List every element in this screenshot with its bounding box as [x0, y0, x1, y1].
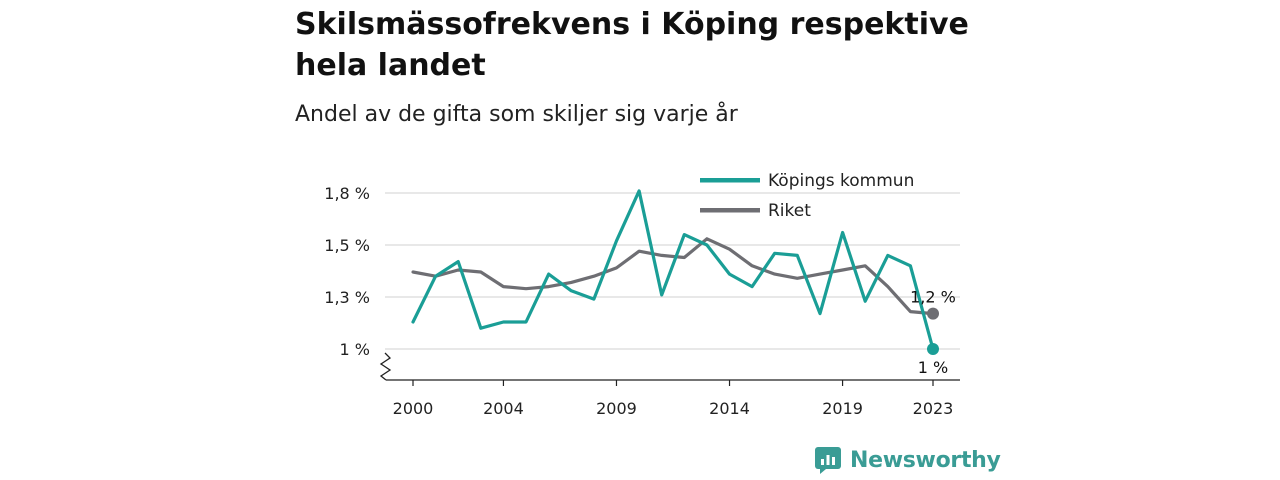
y-tick-label: 1,5 %	[324, 236, 370, 255]
x-tick-label: 2014	[709, 399, 750, 418]
y-tick-label: 1 %	[340, 340, 370, 359]
legend-item: Köpings kommun	[700, 171, 914, 191]
end-value-label: 1,2 %	[910, 288, 956, 307]
end-point-marker	[927, 343, 939, 355]
brand: Newsworthy	[814, 446, 1001, 474]
end-value-label: 1 %	[918, 358, 948, 377]
end-point-marker	[927, 307, 939, 320]
x-tick-label: 2019	[822, 399, 863, 418]
axis-break-icon	[379, 352, 392, 381]
y-axis: 1 % 1,3 % 1,5 % 1,8 %	[324, 184, 392, 381]
brand-name: Newsworthy	[850, 447, 1001, 473]
x-tick-label: 2023	[913, 399, 954, 418]
x-tick-label: 2009	[596, 399, 637, 418]
y-tick-label: 1,3 %	[324, 288, 370, 307]
legend-label: Köpings kommun	[768, 171, 914, 191]
chart-subtitle: Andel av de gifta som skiljer sig varje …	[295, 102, 738, 127]
series-line-kopings-kommun	[411, 189, 935, 351]
legend-label: Riket	[768, 201, 811, 221]
chart-title: Skilsmässofrekvens i Köping respektive h…	[295, 7, 969, 83]
x-tick-label: 2000	[393, 399, 434, 418]
series-line-riket	[411, 237, 935, 316]
y-tick-label: 1,8 %	[324, 184, 370, 203]
legend-item: Riket	[700, 201, 811, 221]
legend-swatch	[700, 178, 760, 183]
x-tick-label: 2004	[483, 399, 524, 418]
series-lines	[411, 189, 939, 355]
line-chart: 1 %1,3 %1,5 %1,8 % 2000 2004 2009 2014 2019 2…	[324, 171, 960, 418]
x-axis: 2000 2004 2009 2014 2019 2023	[386, 379, 960, 418]
gridlines	[385, 192, 960, 350]
end-labels: 1 % 1,2 %	[910, 288, 956, 377]
newsworthy-logo-icon	[815, 447, 841, 474]
legend: Köpings kommun Riket	[700, 171, 914, 221]
legend-swatch	[700, 208, 760, 213]
